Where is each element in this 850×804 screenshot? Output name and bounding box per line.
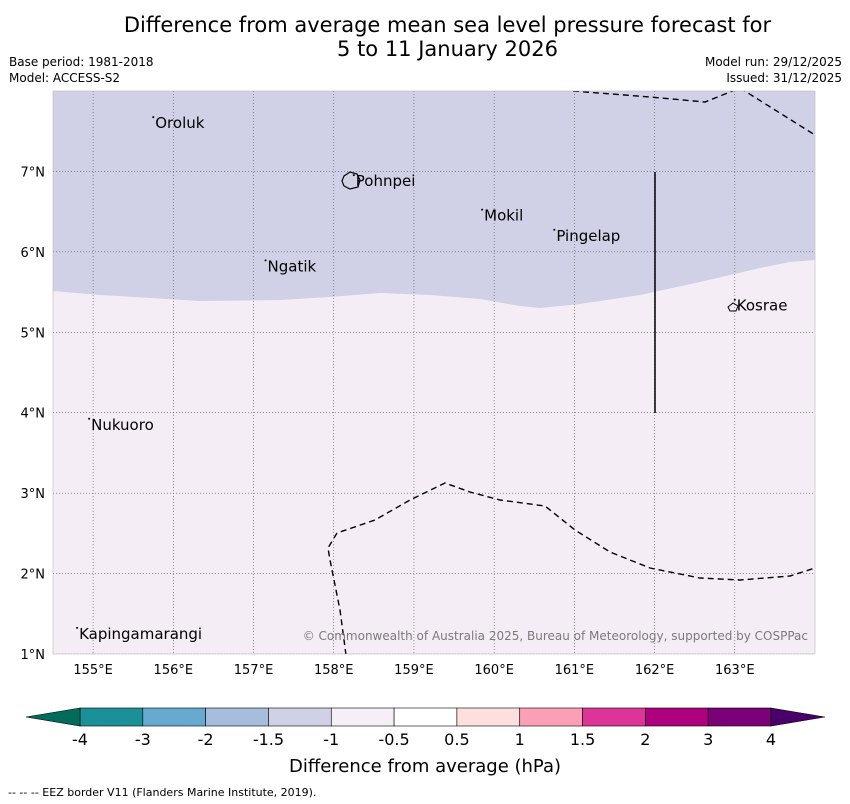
colorbar: -4 -3 -2 -1.5 -1 -0.5 0.5 1 1.5 2 3 4 Difference fr… [25,707,826,777]
latitude-tick-label: 5°N [21,326,46,341]
latitude-tick-label: 2°N [21,568,46,583]
latitude-tick-label: 6°N [21,246,46,261]
place-label: Mokil [484,207,523,225]
title-line-1: Difference from average mean sea level p… [123,13,772,37]
place-label: Pohnpei [356,172,416,190]
place-marker-pingelap: Pingelap [553,227,620,245]
longitude-tick-label: 158°E [314,663,354,678]
longitude-tick-label: 156°E [154,663,194,678]
eez-border-line [572,91,735,103]
longitude-tick-label: 155°E [73,663,113,678]
place-dot [264,259,267,262]
place-marker-nukuoro: Nukuoro [88,416,154,434]
place-marker-oroluk: Oroluk [152,114,205,132]
colorbar-over-extension [770,707,826,727]
latitude-tick-label: 7°N [21,165,46,180]
colorbar-segment [519,707,583,727]
place-dot [76,626,79,629]
colorbar-tick-label: -2 [198,730,214,749]
graticule [53,91,815,654]
colorbar-segment [79,707,144,727]
colorbar-tick-label: -4 [72,730,88,749]
longitude-tick-label: 159°E [394,663,434,678]
model-label: Model: ACCESS-S2 [9,71,121,85]
latitude-tick-label: 3°N [21,487,46,502]
colorbar-tick-label: -1 [323,730,339,749]
colorbar-segment [393,707,458,727]
colorbar-under-extension [25,707,81,727]
eez-footnote: -- -- -- EEZ border V11 (Flanders Marine… [8,786,317,799]
place-label: Oroluk [155,114,204,132]
place-dot [88,417,91,420]
place-marker-ngatik: Ngatik [264,257,317,275]
pohnpei-island-outline [341,171,361,190]
longitude-axis: 155°E 156°E 157°E 158°E 159°E 160°E 161°E 162°E… [73,663,754,678]
longitude-tick-label: 160°E [474,663,514,678]
kosrae-island-outline [727,302,739,312]
place-label: Nukuoro [91,416,154,434]
upper-anomaly-region [53,91,815,308]
place-marker-pohnpei: Pohnpei [352,172,416,190]
model-run-label: Model run: 29/12/2025 [704,55,842,69]
latitude-tick-label: 1°N [21,648,46,663]
colorbar-tick-label: -0.5 [378,730,409,749]
colorbar-tick-label: -3 [135,730,151,749]
colorbar-segment [645,707,709,727]
colorbar-segment [707,707,772,727]
colorbar-tick-label: 0.5 [444,730,469,749]
colorbar-title: Difference from average (hPa) [289,756,561,777]
colorbar-segment [142,707,206,727]
base-period-label: Base period: 1981-2018 [9,55,154,69]
place-marker-mokil: Mokil [481,207,523,225]
colorbar-segment [456,707,521,727]
colorbar-tick-label: 1.5 [570,730,595,749]
colorbar-tick-label: 1 [515,730,525,749]
longitude-tick-label: 161°E [555,663,595,678]
place-marker-kapingamarangi: Kapingamarangi [76,625,202,643]
place-label: Kosrae [737,297,788,315]
issued-label: Issued: 31/12/2025 [726,71,842,85]
latitude-axis: 1°N 2°N 3°N 4°N 5°N 6°N 7°N [21,165,46,663]
latitude-tick-label: 4°N [21,407,46,422]
place-label: Kapingamarangi [79,625,202,643]
longitude-tick-label: 163°E [715,663,755,678]
longitude-tick-label: 162°E [635,663,675,678]
place-dot [152,116,155,119]
colorbar-tick-label: 4 [766,730,776,749]
longitude-tick-label: 157°E [234,663,274,678]
place-marker-kosrae: Kosrae [733,297,788,315]
map-panel: Oroluk Pohnpei Mokil Pingelap Ngatik Kosrae Nu… [21,90,816,678]
colorbar-segment [205,707,269,727]
eez-border-line [743,91,815,136]
place-dot [553,228,556,231]
place-dot [352,174,355,177]
colorbar-segment [582,707,646,727]
place-dot [733,298,736,301]
colorbar-segment [330,707,395,727]
copyright-notice: © Commonwealth of Australia 2025, Bureau… [303,629,808,643]
colorbar-tick-label: 2 [640,730,650,749]
title-line-2: 5 to 11 January 2026 [337,37,558,61]
colorbar-tick-label: -1.5 [253,730,284,749]
place-label: Pingelap [556,227,620,245]
colorbar-tick-label: 3 [703,730,713,749]
place-label: Ngatik [268,257,317,275]
colorbar-segment [268,707,332,727]
place-dot [481,208,484,211]
